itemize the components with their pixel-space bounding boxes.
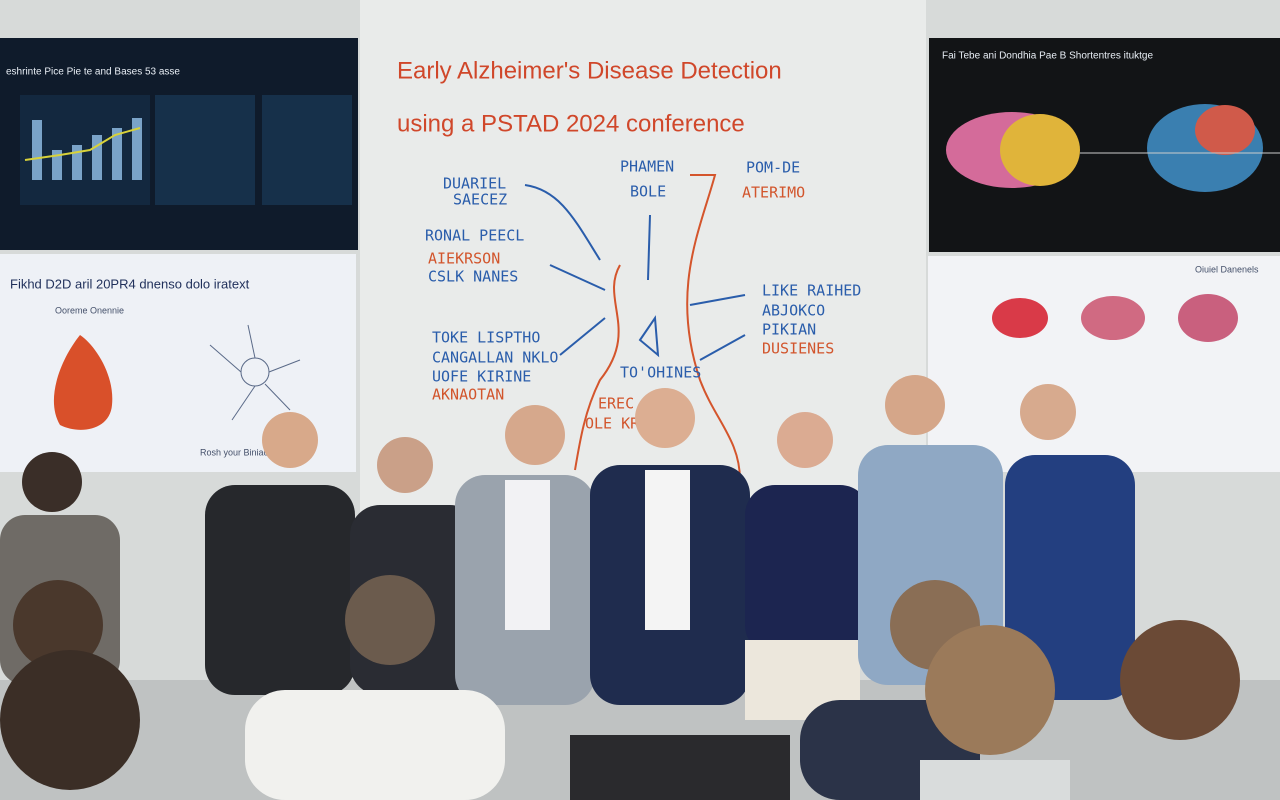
- presenters-part: [262, 412, 318, 468]
- board-note: PIKIAN: [762, 321, 816, 339]
- board-note: DUSIENES: [762, 340, 834, 358]
- screen-bottom-left-part-part: [264, 383, 291, 411]
- screen-heading: Fai Tebe ani Dondhia Pae B Shortentres i…: [942, 51, 1153, 62]
- screen-bottom-left-part-part: [247, 324, 256, 359]
- screen-top-left-part: [92, 135, 102, 180]
- board-note: PHAMEN: [620, 158, 674, 176]
- board-drawing-part: [574, 264, 621, 471]
- screen-bottom-right-part: [1178, 294, 1238, 342]
- screen-bottom-left-part-part: [231, 385, 256, 421]
- screen-caption: Ooreme Onennie: [55, 305, 124, 315]
- screen-top-right: Fai Tebe ani Dondhia Pae B Shortentres i…: [929, 38, 1280, 252]
- board-title: using a PSTAD 2024 conference: [397, 110, 745, 137]
- board-note: CANGALLAN NKLO: [432, 349, 558, 367]
- audience-part: [925, 625, 1055, 755]
- screen-bottom-left-part: [209, 324, 301, 421]
- screen-top-left: eshrinte Pice Pie te and Bases 53 asse: [0, 38, 358, 250]
- screen-heading: Fikhd D2D aril 20PR4 dnenso dolo iratext: [10, 276, 250, 291]
- board-drawing-part-part: [689, 294, 746, 306]
- board-note: RONAL PEECL: [425, 227, 524, 245]
- audience: [0, 452, 1240, 800]
- board-drawing-part-part: [699, 334, 746, 361]
- screen-top-right-part: [1195, 105, 1255, 155]
- presenters-part: [645, 470, 690, 630]
- screen-top-right-part: [1000, 114, 1080, 186]
- board-note: ABJOKCO: [762, 302, 825, 320]
- presenters-part: [777, 412, 833, 468]
- screen-bottom-right-part: [992, 298, 1048, 338]
- board-note: CSLK NANES: [428, 268, 518, 286]
- screen-bottom-right: Oiuiel Danenels: [928, 256, 1280, 472]
- presenters-part: [885, 375, 945, 435]
- screen-top-left-part: [112, 128, 122, 180]
- board-note: UOFE KIRINE: [432, 368, 531, 386]
- board-note: SAECEZ: [453, 191, 507, 209]
- board-note: ATERIMO: [742, 184, 805, 202]
- screen-top-left-part: [132, 118, 142, 180]
- screen-bottom-left-part-part: [268, 359, 301, 373]
- board-note: LIKE RAIHED: [762, 282, 861, 300]
- board-note: TO'OHINES: [620, 364, 701, 382]
- presenters-part: [205, 485, 355, 695]
- screen-top-left-part: [32, 120, 42, 180]
- screen-footer: Rosh your Biniacn: [200, 447, 273, 457]
- screen-bottom-left-part-part: [209, 344, 242, 373]
- screen-bottom-right-part: [1081, 296, 1145, 340]
- screen-top-left-part: [262, 95, 352, 205]
- presenters-part: [1005, 455, 1135, 700]
- audience-part: [570, 735, 790, 800]
- screen-top-left-part: [52, 150, 62, 180]
- board-note: BOLE: [630, 183, 666, 201]
- board-drawing-part-part: [549, 264, 606, 291]
- board-drawing-part: [524, 184, 746, 361]
- board-drawing: [524, 174, 746, 481]
- screen-top-left-part: [72, 145, 82, 180]
- board-drawing-part: [686, 174, 741, 481]
- audience-part: [345, 575, 435, 665]
- screen-bottom-right-part: [928, 256, 1280, 472]
- board-note: POM-DE: [746, 159, 800, 177]
- board-drawing-part-part: [524, 184, 601, 261]
- screen-heading: Oiuiel Danenels: [1195, 264, 1259, 274]
- presenters-part: [635, 388, 695, 448]
- presenters-part: [745, 485, 870, 655]
- screen-top-left-part: [24, 127, 141, 161]
- screen-top-left-part: [155, 95, 255, 205]
- presenters-part: [377, 437, 433, 493]
- presenters-part: [1020, 384, 1076, 440]
- audience-part: [920, 760, 1070, 800]
- screen-bottom-left-part: [53, 335, 113, 430]
- board-note: DUARIEL: [443, 175, 506, 193]
- presenters-part: [505, 405, 565, 465]
- board-title: Early Alzheimer's Disease Detection: [397, 57, 782, 84]
- audience-part: [245, 690, 505, 800]
- board-note: AIEKRSON: [428, 250, 500, 268]
- screen-heading: eshrinte Pice Pie te and Bases 53 asse: [6, 67, 180, 78]
- presenters-part: [505, 480, 550, 630]
- audience-part: [13, 580, 103, 670]
- board-note: TOKE LISPTHO: [432, 329, 540, 347]
- audience-part: [1120, 620, 1240, 740]
- audience-part: [0, 650, 140, 790]
- board-drawing-part: [638, 315, 660, 358]
- audience-part: [22, 452, 82, 512]
- board-drawing-part-part: [559, 317, 606, 356]
- board-notes: PHAMEN BOLE POM-DE ATERIMO DUARIEL SAECE…: [425, 158, 861, 433]
- board-drawing-part-part: [647, 214, 651, 281]
- board-note: EREC: [598, 395, 634, 413]
- board-note: AKNAOTAN: [432, 386, 504, 404]
